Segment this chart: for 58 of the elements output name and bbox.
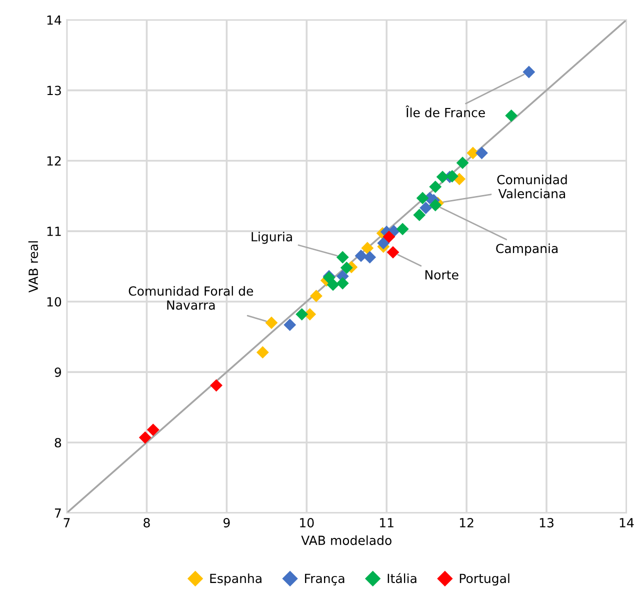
y-tick-label: 12 bbox=[47, 156, 61, 166]
point bbox=[310, 290, 322, 302]
point bbox=[413, 208, 426, 222]
point bbox=[505, 109, 518, 122]
point bbox=[361, 242, 374, 254]
point bbox=[138, 431, 152, 444]
point bbox=[386, 246, 400, 259]
y-tick-label: 14 bbox=[47, 16, 62, 25]
annotation: Île de France bbox=[406, 106, 485, 118]
point bbox=[420, 202, 432, 214]
annotation: Campania bbox=[496, 244, 558, 256]
point bbox=[476, 146, 488, 160]
x-tick-label: 14 bbox=[620, 518, 634, 528]
point bbox=[456, 156, 469, 170]
point bbox=[382, 230, 396, 244]
x-tick-label: 11 bbox=[380, 518, 394, 528]
annotation: Liguria bbox=[252, 232, 292, 244]
legend-label: Espanha bbox=[210, 573, 262, 586]
y-tick-label: 9 bbox=[54, 368, 62, 377]
x-tick-label: 8 bbox=[144, 518, 150, 528]
y-axis-title: VAB real bbox=[28, 241, 38, 293]
x-tick-label: 7 bbox=[64, 518, 70, 528]
point bbox=[265, 316, 278, 329]
x-tick-label: 13 bbox=[540, 518, 554, 528]
x-tick-label: 10 bbox=[300, 518, 314, 528]
point bbox=[284, 318, 296, 332]
point bbox=[377, 236, 390, 250]
point bbox=[210, 379, 223, 392]
y-tick-label: 11 bbox=[47, 226, 61, 236]
point bbox=[296, 308, 308, 320]
legend-label: Portugal bbox=[460, 573, 510, 586]
y-tick-label: 7 bbox=[54, 508, 61, 518]
point bbox=[146, 424, 160, 436]
point bbox=[396, 222, 409, 236]
point bbox=[336, 277, 349, 290]
x-axis-title: VAB modelado bbox=[301, 535, 392, 546]
point bbox=[429, 198, 442, 212]
x-tick-label: 12 bbox=[460, 518, 474, 528]
legend-label: Itália bbox=[388, 572, 416, 584]
annotation: Comunidad Foral de Navarra bbox=[128, 286, 254, 310]
point bbox=[340, 262, 353, 274]
annotation: Norte bbox=[425, 270, 458, 280]
point bbox=[436, 170, 449, 184]
point bbox=[416, 192, 429, 204]
point bbox=[354, 250, 368, 262]
y-tick-label: 10 bbox=[47, 297, 62, 307]
point bbox=[446, 170, 458, 182]
legend-label: França bbox=[305, 574, 344, 586]
point bbox=[326, 278, 340, 291]
x-tick-label: 9 bbox=[224, 518, 230, 528]
point bbox=[522, 66, 536, 78]
point bbox=[364, 251, 376, 264]
point bbox=[429, 180, 442, 194]
point bbox=[256, 346, 269, 359]
y-tick-label: 8 bbox=[54, 438, 62, 448]
point bbox=[336, 251, 349, 264]
annotation: Comunidad Valenciana bbox=[497, 174, 567, 198]
y-tick-label: 13 bbox=[47, 86, 61, 96]
